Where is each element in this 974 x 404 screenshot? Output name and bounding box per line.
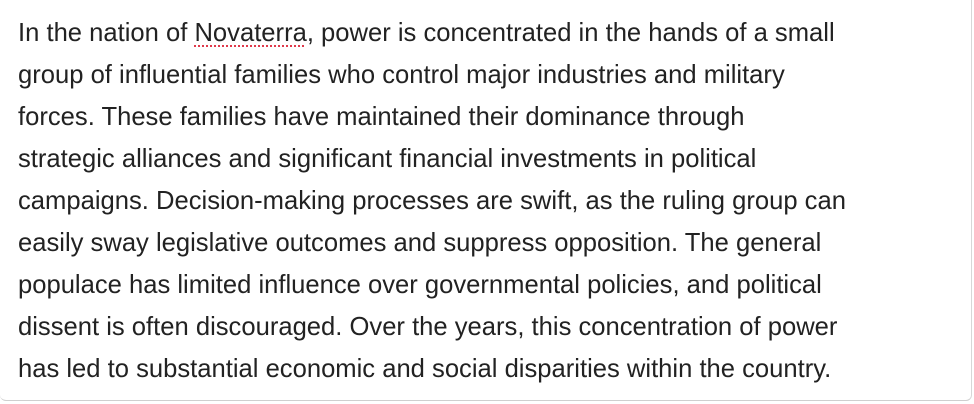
- text-line: group of influential families who contro…: [18, 61, 785, 89]
- text-line: strategic alliances and significant fina…: [18, 145, 757, 173]
- text-line: campaigns. Decision-making processes are…: [18, 187, 846, 215]
- text-segment: , power is concentrated in the hands of …: [306, 19, 835, 47]
- paragraph-text[interactable]: In the nation of Novaterra, power is con…: [18, 12, 966, 390]
- text-line: has led to substantial economic and soci…: [18, 355, 832, 383]
- misspelled-word[interactable]: Novaterra: [194, 19, 307, 47]
- text-line: easily sway legislative outcomes and sup…: [18, 229, 822, 257]
- text-line: dissent is often discouraged. Over the y…: [18, 313, 838, 341]
- text-line: In the nation of Novaterra, power is con…: [18, 12, 966, 54]
- text-line: forces. These families have maintained t…: [18, 103, 745, 131]
- text-segment: In the nation of: [18, 19, 195, 47]
- text-line: populace has limited influence over gove…: [18, 271, 822, 299]
